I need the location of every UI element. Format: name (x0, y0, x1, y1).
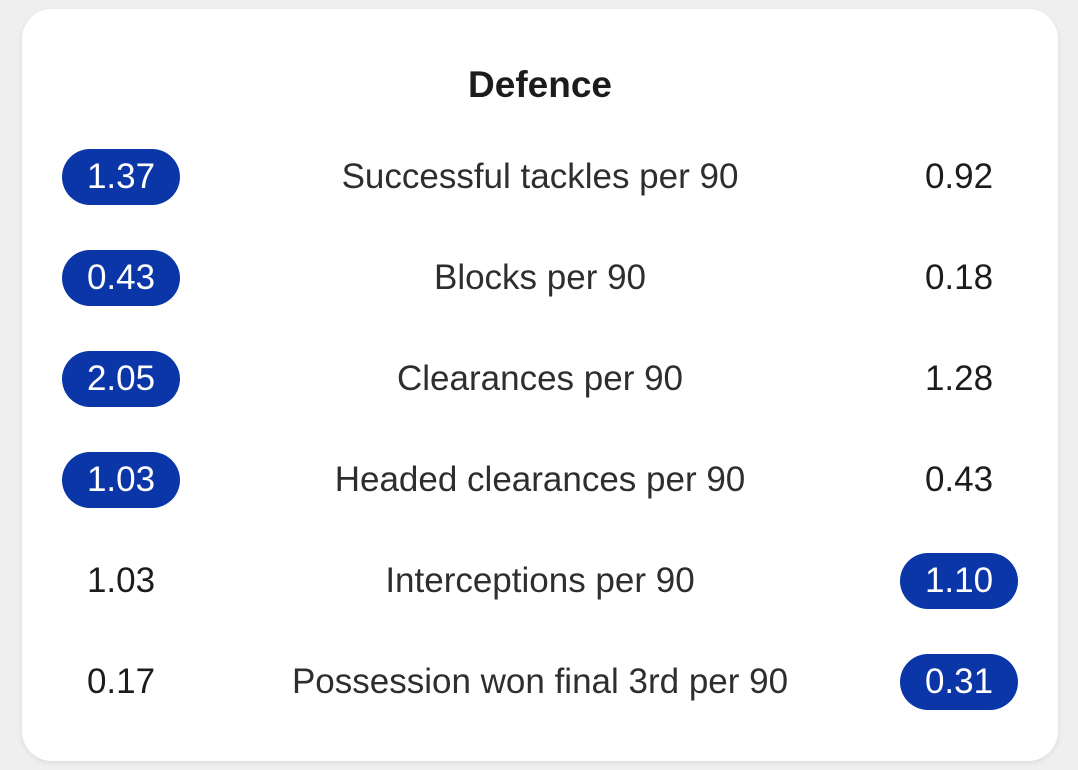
stat-row: 0.17 Possession won final 3rd per 90 0.31 (22, 654, 1058, 755)
left-player-value: 1.03 (86, 561, 156, 600)
stat-row: 1.03 Headed clearances per 90 0.43 (22, 452, 1058, 553)
left-player-value: 1.03 (62, 452, 180, 508)
left-player-value: 2.05 (62, 351, 180, 407)
left-player-value: 1.37 (62, 149, 180, 205)
left-player-value: 0.43 (62, 250, 180, 306)
stat-label: Successful tackles per 90 (341, 157, 739, 196)
right-player-value: 0.92 (924, 157, 994, 196)
stat-row: 1.37 Successful tackles per 90 0.92 (22, 149, 1058, 250)
right-player-value: 1.10 (900, 553, 1018, 609)
right-player-value: 0.18 (924, 258, 994, 297)
stat-row: 1.03 Interceptions per 90 1.10 (22, 553, 1058, 654)
right-player-value: 1.28 (924, 359, 994, 398)
section-title: Defence (468, 64, 612, 105)
stat-label: Blocks per 90 (433, 258, 647, 297)
stat-label: Interceptions per 90 (385, 561, 695, 600)
defence-stats-card: Defence 1.37 Successful tackles per 90 0.9… (22, 9, 1058, 761)
left-player-value: 0.17 (86, 662, 156, 701)
stat-label: Headed clearances per 90 (334, 460, 746, 499)
right-player-value: 0.43 (924, 460, 994, 499)
stat-row: 0.43 Blocks per 90 0.18 (22, 250, 1058, 351)
stat-label: Clearances per 90 (397, 359, 683, 398)
stats-list: 1.37 Successful tackles per 90 0.92 0.43 Blo… (22, 149, 1058, 755)
stat-row: 2.05 Clearances per 90 1.28 (22, 351, 1058, 452)
stat-label: Possession won final 3rd per 90 (291, 662, 789, 701)
right-player-value: 0.31 (900, 654, 1018, 710)
